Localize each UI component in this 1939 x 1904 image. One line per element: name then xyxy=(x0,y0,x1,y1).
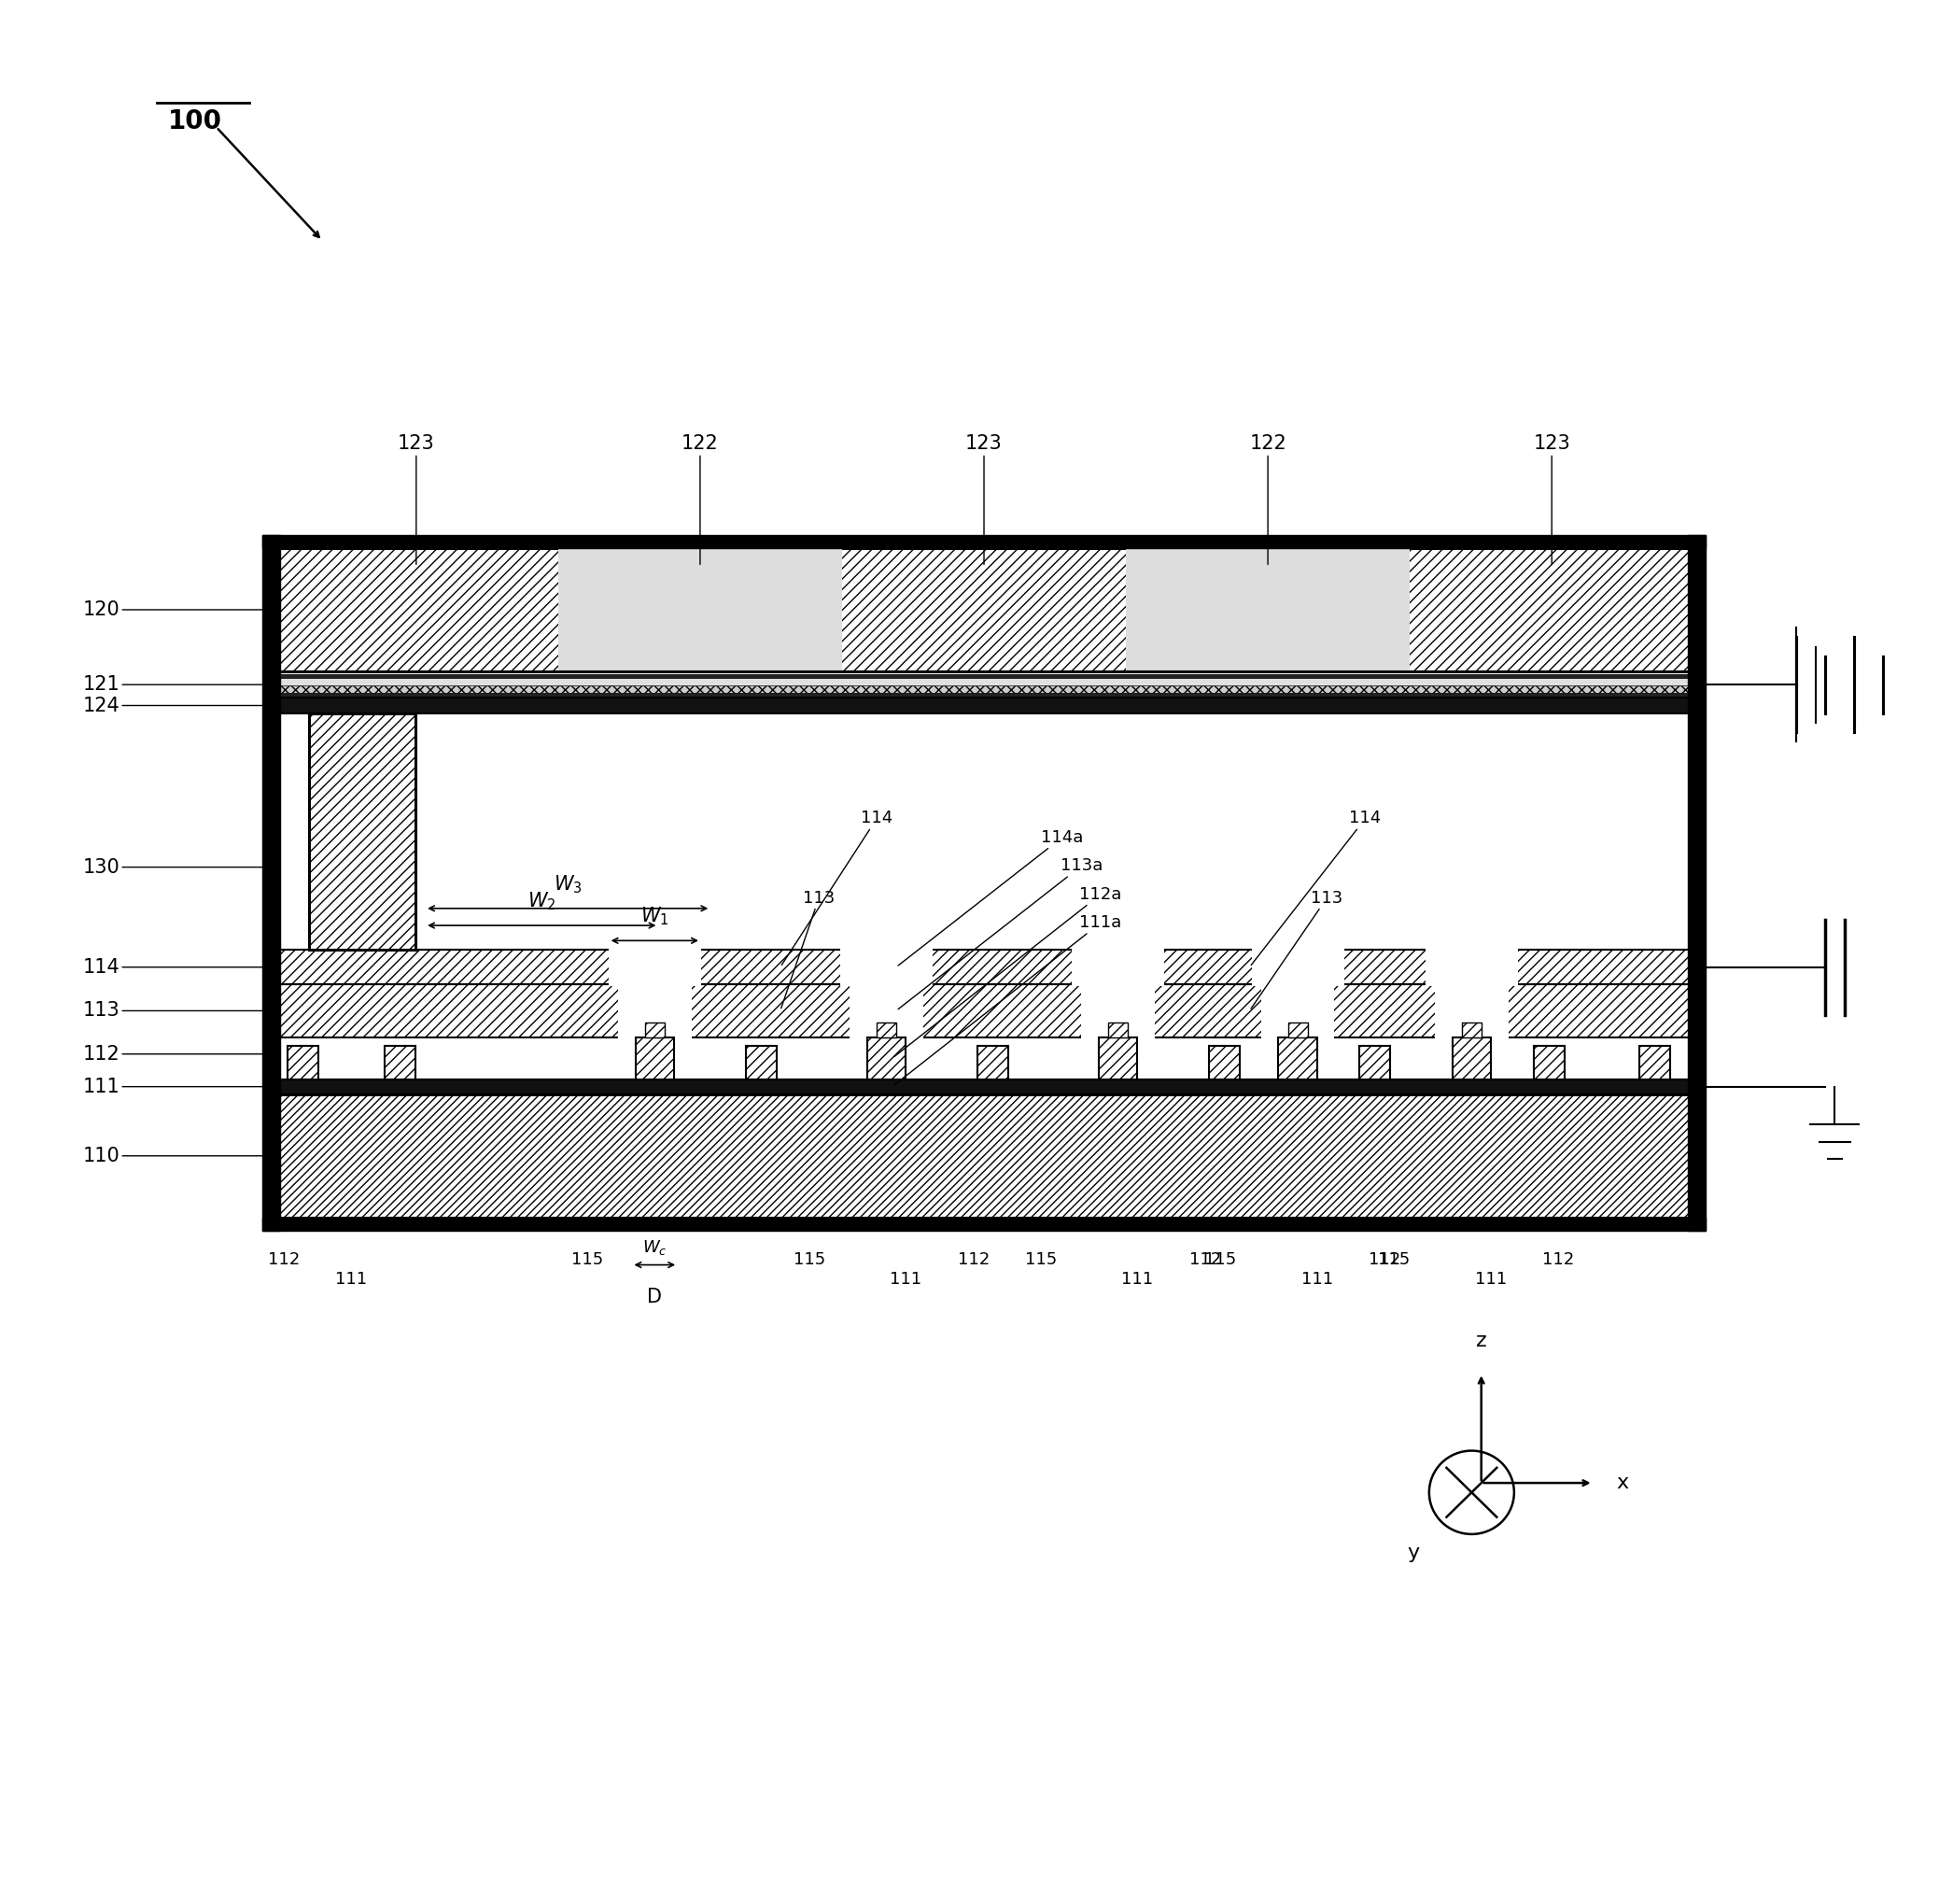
Text: 100: 100 xyxy=(169,109,223,135)
Text: 113a: 113a xyxy=(898,857,1103,1009)
Text: 114a: 114a xyxy=(898,828,1084,965)
Bar xyxy=(849,982,923,1040)
Bar xyxy=(273,1095,1693,1217)
Bar xyxy=(1287,1022,1307,1038)
Bar xyxy=(636,1038,675,1080)
Bar xyxy=(262,535,1704,548)
Text: D: D xyxy=(648,1287,663,1306)
Text: 111: 111 xyxy=(1476,1270,1507,1287)
Text: 111a: 111a xyxy=(894,914,1123,1085)
Bar xyxy=(1109,1022,1128,1038)
Text: z: z xyxy=(1476,1331,1487,1350)
Bar xyxy=(745,1045,776,1080)
Text: 115: 115 xyxy=(793,1251,826,1268)
Bar xyxy=(273,984,1693,1038)
Text: y: y xyxy=(1408,1544,1419,1563)
Bar xyxy=(1435,982,1509,1040)
Bar xyxy=(1640,1045,1671,1080)
Text: 115: 115 xyxy=(1204,1251,1237,1268)
Text: 113: 113 xyxy=(781,889,836,1009)
Text: 122: 122 xyxy=(1249,434,1286,564)
Text: 114: 114 xyxy=(1251,809,1381,965)
Text: 112: 112 xyxy=(1369,1251,1400,1268)
Text: 111: 111 xyxy=(1121,1270,1154,1287)
Text: $W_2$: $W_2$ xyxy=(527,891,556,912)
Text: 112: 112 xyxy=(83,1045,271,1062)
Text: 130: 130 xyxy=(83,859,271,876)
Bar xyxy=(1452,1038,1491,1080)
Bar xyxy=(1689,535,1704,1230)
Bar xyxy=(1082,982,1156,1040)
Bar xyxy=(273,678,1693,685)
Text: 115: 115 xyxy=(572,1251,603,1268)
Text: $W_3$: $W_3$ xyxy=(553,874,582,895)
Bar xyxy=(273,674,1693,678)
Bar xyxy=(1534,1045,1565,1080)
Bar xyxy=(273,672,1693,699)
Bar xyxy=(1425,948,1518,986)
Text: 112a: 112a xyxy=(894,885,1123,1057)
Text: 111: 111 xyxy=(335,1270,366,1287)
Text: 115: 115 xyxy=(1026,1251,1057,1268)
Bar xyxy=(287,1045,318,1080)
Bar xyxy=(262,1217,1704,1230)
Text: 110: 110 xyxy=(83,1146,271,1165)
Bar xyxy=(273,693,1693,699)
Text: 124: 124 xyxy=(83,697,271,714)
Bar xyxy=(273,548,1693,672)
Text: 113: 113 xyxy=(83,1002,271,1021)
Text: 111: 111 xyxy=(1301,1270,1332,1287)
Text: 123: 123 xyxy=(1534,434,1571,564)
Bar xyxy=(262,535,279,1230)
Bar xyxy=(977,1045,1008,1080)
Bar xyxy=(1278,1038,1317,1080)
Bar xyxy=(1127,548,1410,672)
Text: 114: 114 xyxy=(83,958,271,977)
Bar xyxy=(1462,1022,1481,1038)
Bar xyxy=(619,982,692,1040)
Bar xyxy=(1210,1045,1239,1080)
Text: 114: 114 xyxy=(781,809,892,965)
Text: 112: 112 xyxy=(268,1251,301,1268)
Text: 120: 120 xyxy=(83,600,271,619)
Text: 112: 112 xyxy=(1543,1251,1574,1268)
Text: $W_1$: $W_1$ xyxy=(640,904,669,927)
Bar xyxy=(867,1038,906,1080)
Bar xyxy=(308,714,415,950)
Bar xyxy=(609,948,702,986)
Bar xyxy=(1260,982,1334,1040)
Bar xyxy=(384,1045,415,1080)
Text: $W_c$: $W_c$ xyxy=(642,1240,667,1257)
Bar xyxy=(273,699,1693,714)
Text: 122: 122 xyxy=(681,434,719,564)
Text: 123: 123 xyxy=(397,434,434,564)
Bar xyxy=(273,950,1693,984)
Bar xyxy=(646,1022,665,1038)
Bar xyxy=(1099,1038,1138,1080)
Text: 121: 121 xyxy=(83,676,271,693)
Bar xyxy=(1359,1045,1390,1080)
Text: 112: 112 xyxy=(1189,1251,1222,1268)
Bar xyxy=(840,948,933,986)
Text: 112: 112 xyxy=(958,1251,989,1268)
Bar xyxy=(558,548,842,672)
Text: 111: 111 xyxy=(83,1078,271,1097)
Bar xyxy=(1251,948,1344,986)
Text: 115: 115 xyxy=(1379,1251,1410,1268)
Text: 123: 123 xyxy=(966,434,1002,564)
Bar xyxy=(273,1080,1693,1095)
Text: x: x xyxy=(1617,1474,1629,1493)
Bar xyxy=(273,685,1693,693)
Text: 111: 111 xyxy=(890,1270,921,1287)
Text: 113: 113 xyxy=(1251,889,1344,1009)
Bar xyxy=(876,1022,896,1038)
Bar xyxy=(1072,948,1165,986)
